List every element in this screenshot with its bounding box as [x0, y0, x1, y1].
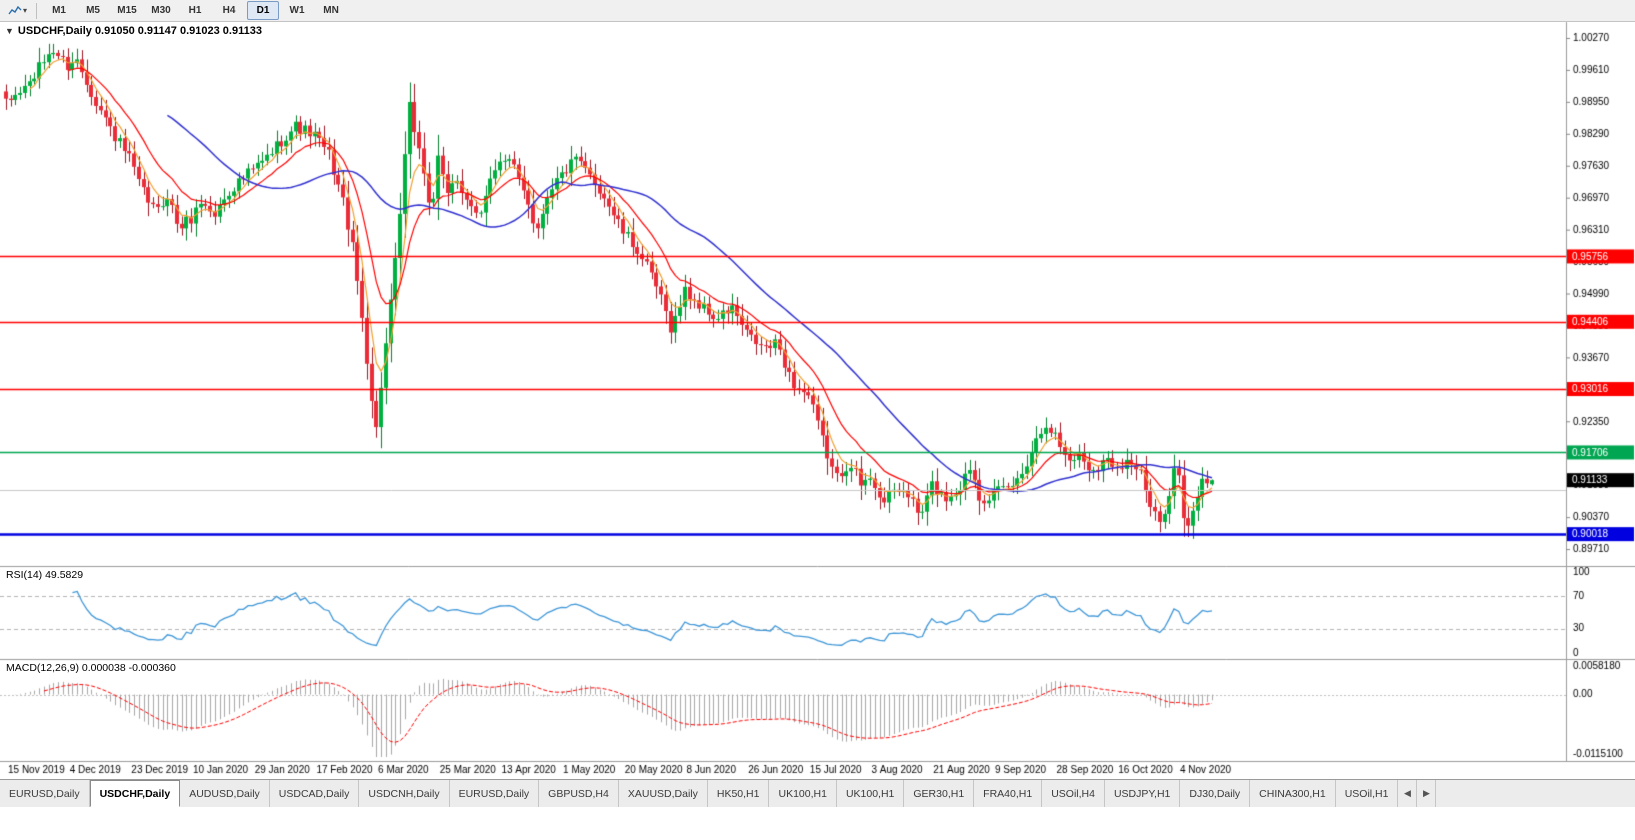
tab-scroll-right-button[interactable]: ▶: [1417, 780, 1437, 807]
chart-tab-audusd-daily[interactable]: AUDUSD,Daily: [180, 780, 270, 807]
line-chart-icon: [8, 5, 22, 14]
timeframe-button-h4[interactable]: H4: [222, 5, 236, 16]
chart-title-text: USDCHF,Daily 0.91050 0.91147 0.91023 0.9…: [17, 25, 262, 37]
chart-tab-dj30-daily[interactable]: DJ30,Daily: [1180, 780, 1251, 807]
chart-tab-usoil-h4[interactable]: USOil,H4: [1042, 780, 1105, 807]
chart-tab-usoil-h1[interactable]: USOil,H1: [1336, 780, 1399, 807]
chevron-down-icon: ▾: [23, 6, 28, 15]
chart-tab-bar: EURUSD,Daily USDCHF,Daily AUDUSD,Daily USDC…: [0, 779, 1635, 807]
timeframe-buttons-group: M1 M5 M15 M30 H1 H4 D1 W1 MN: [42, 1, 348, 20]
toolbar-separator: [36, 2, 38, 19]
timeframe-button-w1[interactable]: W1: [289, 5, 305, 16]
chart-tab-china300-h1[interactable]: CHINA300,H1: [1250, 780, 1336, 807]
chart-tab-fra40-h1[interactable]: FRA40,H1: [974, 780, 1043, 807]
chart-tab-usdjpy-h1[interactable]: USDJPY,H1: [1105, 780, 1181, 807]
timeframe-button-d1[interactable]: D1: [247, 1, 280, 20]
timeframe-button-m1[interactable]: M1: [52, 5, 66, 16]
timeframe-button-h1[interactable]: H1: [188, 5, 202, 16]
tab-scroll-left-button[interactable]: ◀: [1398, 780, 1418, 807]
chart-tab-usdchf-daily[interactable]: USDCHF,Daily: [89, 780, 181, 807]
chart-type-button[interactable]: ▾: [4, 3, 31, 19]
chart-tab-uk100-h1[interactable]: UK100,H1: [769, 780, 837, 807]
chart-tab-eurusd-daily[interactable]: EURUSD,Daily: [450, 780, 540, 807]
one-click-trading-icon[interactable]: ▼: [5, 26, 14, 36]
chart-tab-hk50-h1[interactable]: HK50,H1: [708, 780, 770, 807]
rsi-indicator-label: RSI(14) 49.5829: [6, 569, 84, 581]
chart-tab-ger30-h1[interactable]: GER30,H1: [904, 780, 975, 807]
chart-tab-uk100-h1[interactable]: UK100,H1: [837, 780, 905, 807]
timeframe-toolbar: ▾ M1 M5 M15 M30 H1 H4 D1 W1 MN: [0, 0, 1635, 22]
chart-title: ▼ USDCHF,Daily 0.91050 0.91147 0.91023 0…: [5, 25, 262, 37]
macd-indicator-label: MACD(12,26,9) 0.000038 -0.000360: [6, 662, 176, 674]
timeframe-button-m30[interactable]: M30: [151, 5, 171, 16]
timeframe-button-m5[interactable]: M5: [86, 5, 100, 16]
chart-tab-xauusd-daily[interactable]: XAUUSD,Daily: [619, 780, 708, 807]
chart-tab-gbpusd-h4[interactable]: GBPUSD,H4: [539, 780, 619, 807]
chart-tab-eurusd-daily[interactable]: EURUSD,Daily: [0, 780, 90, 807]
timeframe-button-m15[interactable]: M15: [117, 5, 137, 16]
chart-tab-usdcnh-daily[interactable]: USDCNH,Daily: [359, 780, 450, 807]
timeframe-button-mn[interactable]: MN: [323, 5, 339, 16]
chart-tab-usdcad-daily[interactable]: USDCAD,Daily: [270, 780, 360, 807]
